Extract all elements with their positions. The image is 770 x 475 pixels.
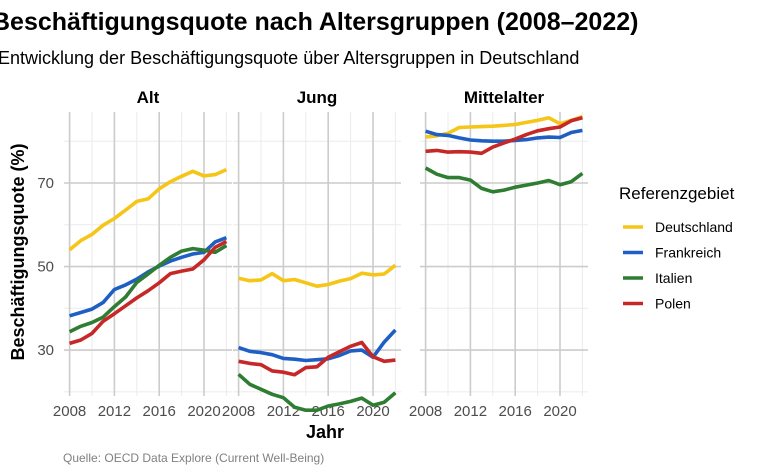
x-tick-label: 2020 bbox=[187, 403, 220, 420]
facet-label: Jung bbox=[297, 88, 338, 107]
x-tick-label: 2008 bbox=[409, 403, 442, 420]
series-line-polen bbox=[69, 239, 228, 346]
chart-subtitle: Entwicklung der Beschäftigungsquote über… bbox=[0, 48, 579, 68]
legend-label-polen: Polen bbox=[655, 296, 691, 312]
y-tick-label: 70 bbox=[37, 175, 54, 192]
x-tick-label: 2020 bbox=[356, 403, 389, 420]
y-axis-title: Beschäftigungsquote (%) bbox=[8, 143, 28, 360]
series-line-polen bbox=[238, 340, 396, 377]
facet-label: Alt bbox=[137, 88, 160, 107]
y-tick-label: 30 bbox=[37, 342, 54, 359]
legend: Referenzgebiet Deutschland Frankreich Ital… bbox=[619, 184, 735, 312]
x-tick-label: 2016 bbox=[143, 403, 176, 420]
chart-caption: Quelle: OECD Data Explore (Current Well-… bbox=[63, 451, 324, 465]
panels: Alt 2008 2012 2016 2020 30 50 70 Jung 2008 2012 201… bbox=[37, 88, 588, 420]
x-tick-label: 2012 bbox=[267, 403, 300, 420]
panel-mittelalter: Mittelalter 2008 2012 2016 2020 bbox=[409, 88, 588, 420]
x-tick-label: 2012 bbox=[454, 403, 487, 420]
x-tick-label: 2012 bbox=[98, 403, 131, 420]
series-line-deutschland bbox=[68, 167, 228, 252]
x-tick-label: 2016 bbox=[499, 403, 532, 420]
series-line-italien bbox=[237, 372, 397, 413]
y-tick-label: 50 bbox=[37, 259, 54, 276]
legend-label-deutschland: Deutschland bbox=[655, 219, 733, 235]
facet-label: Mittelalter bbox=[464, 88, 545, 107]
legend-label-italien: Italien bbox=[655, 270, 692, 286]
series-line-italien bbox=[68, 244, 228, 334]
x-tick-label: 2008 bbox=[53, 403, 86, 420]
series-line-deutschland bbox=[238, 263, 397, 289]
x-axis-title: Jahr bbox=[306, 422, 344, 442]
panel-alt: Alt 2008 2012 2016 2020 30 50 70 bbox=[37, 88, 232, 420]
series-line-deutschland bbox=[425, 114, 583, 139]
legend-title: Referenzgebiet bbox=[619, 184, 735, 203]
x-tick-label: 2008 bbox=[222, 403, 255, 420]
series-line-italien bbox=[424, 166, 584, 194]
chart-title: Beschäftigungsquote nach Altersgruppen (… bbox=[0, 8, 638, 36]
series-line-polen bbox=[425, 116, 583, 156]
legend-label-frankreich: Frankreich bbox=[655, 245, 721, 261]
x-tick-label: 2020 bbox=[543, 403, 576, 420]
